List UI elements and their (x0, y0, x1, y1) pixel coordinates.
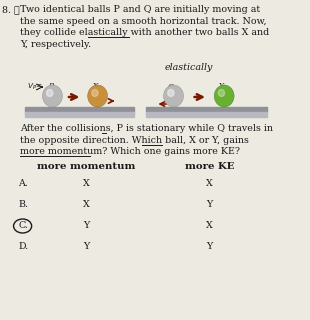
Text: elastically: elastically (165, 63, 213, 72)
Text: Y: Y (83, 221, 89, 230)
Text: X: X (82, 200, 89, 209)
Text: X: X (206, 221, 213, 230)
Circle shape (214, 85, 234, 107)
Text: C.: C. (18, 221, 28, 230)
Text: Y: Y (206, 200, 213, 209)
Text: A.: A. (18, 179, 28, 188)
Circle shape (168, 90, 174, 97)
Text: X: X (92, 82, 97, 90)
Circle shape (42, 85, 62, 107)
Text: the opposite direction. Which ball, X or Y, gains: the opposite direction. Which ball, X or… (20, 135, 249, 145)
Text: Y: Y (219, 82, 224, 90)
Bar (146, 112, 267, 117)
Circle shape (164, 85, 184, 107)
Text: 8. ✓: 8. ✓ (2, 5, 20, 14)
Text: P: P (48, 82, 53, 90)
Text: X: X (82, 179, 89, 188)
Text: Y, respectively.: Y, respectively. (20, 39, 91, 49)
Text: more momentum: more momentum (37, 162, 135, 171)
Circle shape (92, 90, 98, 97)
Text: $V_P$=: $V_P$= (27, 82, 43, 92)
Text: Two identical balls P and Q are initially moving at: Two identical balls P and Q are initiall… (20, 5, 260, 14)
Text: Q: Q (167, 82, 173, 90)
Circle shape (46, 90, 53, 97)
Bar (25, 112, 134, 117)
Circle shape (218, 90, 225, 97)
Text: the same speed on a smooth horizontal track. Now,: the same speed on a smooth horizontal tr… (20, 17, 267, 26)
Text: B.: B. (18, 200, 28, 209)
Bar (146, 107, 267, 112)
Text: Y: Y (83, 242, 89, 251)
Circle shape (88, 85, 108, 107)
Text: X: X (206, 179, 213, 188)
Text: D.: D. (18, 242, 28, 251)
Text: more KE: more KE (185, 162, 234, 171)
Text: Y: Y (206, 242, 213, 251)
Bar (25, 107, 134, 112)
Text: more momentum? Which one gains more KE?: more momentum? Which one gains more KE? (20, 147, 240, 156)
Text: After the collisions, P is stationary while Q travels in: After the collisions, P is stationary wh… (20, 124, 273, 133)
Text: they collide elastically with another two balls X and: they collide elastically with another tw… (20, 28, 269, 37)
